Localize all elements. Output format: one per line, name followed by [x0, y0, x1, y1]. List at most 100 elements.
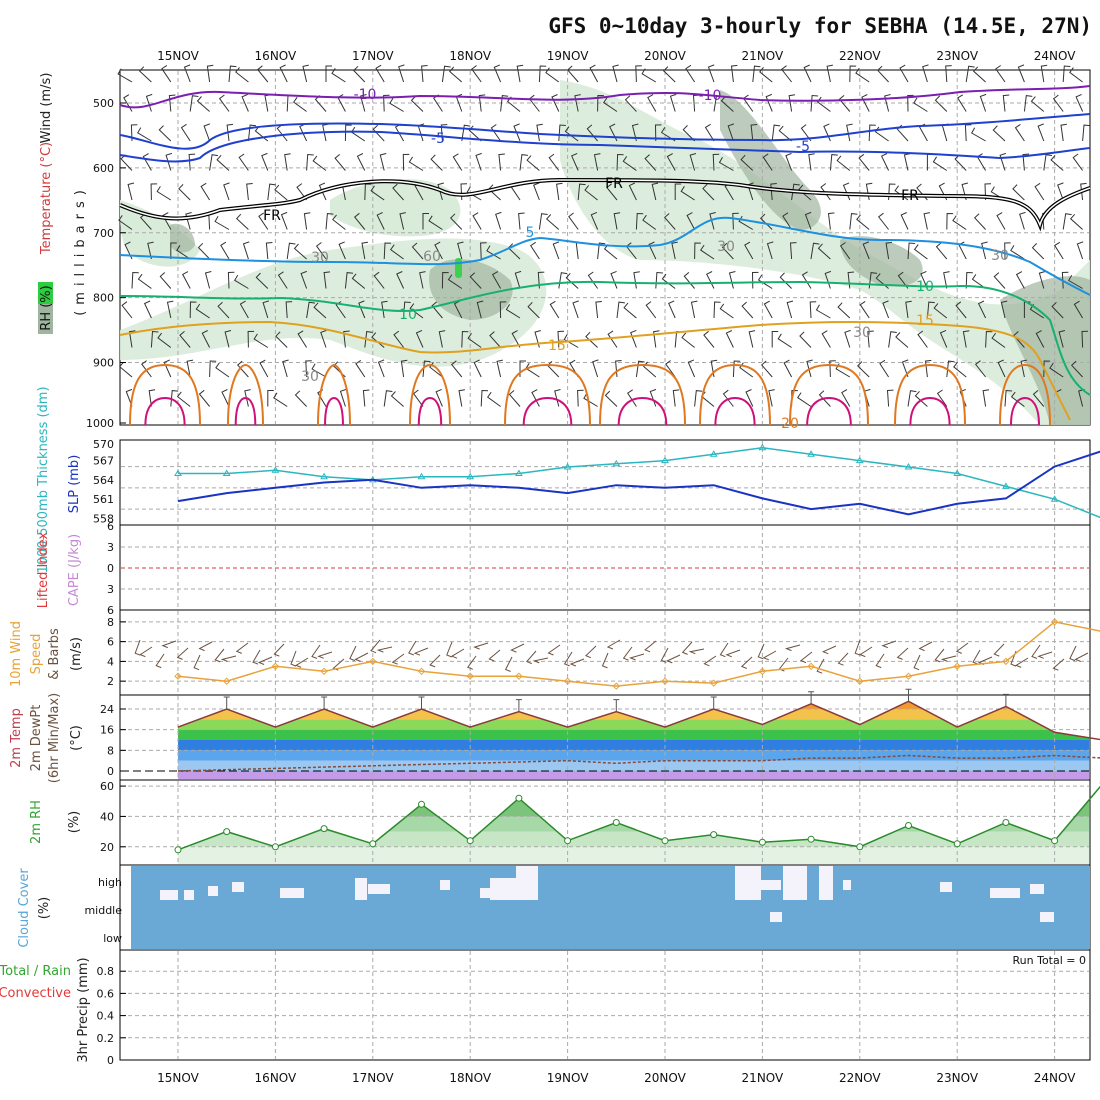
- wind-barb: [209, 360, 217, 378]
- wind-barb: [280, 211, 288, 230]
- date-label-top: 18NOV: [449, 49, 491, 63]
- date-label-top: 19NOV: [547, 49, 589, 63]
- pressure-ticks: 500 600 700 800 900 1000: [86, 97, 126, 430]
- wind-barb: [907, 390, 917, 407]
- wind-barb: [577, 389, 584, 407]
- wind-barb: [1076, 241, 1084, 260]
- wind-barb: [486, 245, 501, 260]
- wind-10m-barb: [332, 658, 345, 671]
- lifted-index-panel: 6 3 0 3 6 Lifted Index CAPE (J/kg): [36, 520, 1091, 617]
- wind-barb: [448, 66, 463, 83]
- wind-barb: [195, 303, 210, 319]
- temp-title: 2m Temp: [9, 708, 24, 768]
- wind-barb: [371, 332, 385, 348]
- cloud-gap: [1040, 912, 1054, 922]
- wind-barb: [818, 390, 831, 407]
- wind-barb: [757, 274, 773, 289]
- date-label-bottom: 18NOV: [449, 1071, 491, 1085]
- wind-barb: [917, 330, 928, 348]
- wind-barb: [862, 241, 870, 260]
- wind-barb: [145, 93, 153, 112]
- wind-barb: [422, 213, 429, 230]
- wind-barb: [1038, 271, 1046, 289]
- wind-barb: [224, 330, 232, 348]
- run-total: Run Total = 0: [1013, 954, 1087, 967]
- temp-band: [178, 750, 1089, 761]
- wind-barb: [707, 64, 715, 83]
- wind-barb: [888, 331, 897, 348]
- wind-barb: [965, 271, 973, 289]
- wind-barb: [352, 65, 366, 83]
- wind-barb: [296, 183, 307, 201]
- rh-shade-top: [330, 179, 461, 237]
- thickness-tick: 558: [93, 513, 114, 526]
- temp-max-marker: [710, 696, 717, 709]
- wind-barb: [311, 363, 327, 378]
- wind-barb: [595, 301, 602, 319]
- wind-barb: [1037, 123, 1045, 142]
- wind-barb: [669, 93, 677, 112]
- page-title: GFS 0~10day 3-hourly for SEBHA (14.5E, 2…: [548, 14, 1092, 38]
- wind-barb: [1062, 65, 1071, 83]
- wind-barb: [964, 124, 972, 142]
- wind-barb: [665, 360, 676, 378]
- wind-barb: [351, 273, 366, 289]
- wind-title-speed: Speed: [29, 634, 44, 675]
- wind-barb: [551, 94, 560, 112]
- thickness-tick: 570: [93, 438, 114, 451]
- wind-barb: [128, 330, 136, 348]
- wind-barb: [666, 153, 676, 171]
- wind-barb: [694, 242, 701, 260]
- wind-10m-barb: [875, 653, 885, 669]
- wind-barb: [179, 331, 191, 348]
- wind-barb: [305, 360, 312, 378]
- wind-10m-barb: [317, 651, 333, 659]
- wind-10m-barb: [660, 647, 669, 663]
- temp-band: [178, 771, 1089, 779]
- wind-barb: [279, 64, 288, 83]
- wind-barb: [760, 360, 773, 378]
- wind-10m-barb: [569, 658, 585, 667]
- wind-10m-barb: [918, 641, 933, 652]
- wind-barb: [739, 362, 754, 378]
- wind-barb: [770, 183, 777, 201]
- wind-barb: [277, 271, 288, 289]
- wind-barb: [642, 214, 657, 230]
- wind-barb: [648, 241, 657, 260]
- wind-barb: [178, 184, 191, 201]
- tick-label: 60: [100, 780, 114, 793]
- wind-barb: [168, 94, 176, 112]
- wind-barb: [491, 271, 502, 289]
- wind-barb: [876, 65, 889, 83]
- wind-barb: [829, 360, 836, 378]
- wind-barb: [603, 97, 618, 112]
- wind-barb: [1043, 360, 1051, 378]
- wind-barb: [430, 154, 443, 171]
- precip-title-convective: Convective: [0, 986, 71, 1001]
- wind-10m-barb: [584, 645, 597, 659]
- wind-barb: [458, 389, 465, 407]
- wind-barb: [466, 186, 482, 201]
- li-tick: 6: [107, 520, 114, 533]
- temp-band: [178, 719, 1089, 730]
- temp-line: [177, 700, 1100, 741]
- wind-10m-barb: [139, 646, 153, 658]
- wind-barb: [886, 389, 894, 407]
- wind-barb: [118, 361, 133, 378]
- wind-barb: [762, 153, 773, 171]
- rh-marker: [223, 828, 231, 836]
- wind-barb: [1049, 362, 1064, 378]
- cloud-gap: [440, 880, 450, 890]
- wind-barb: [334, 154, 346, 171]
- wind-barb: [653, 330, 660, 348]
- dewpt-title: 2m DewPt: [29, 705, 44, 772]
- wind-barb: [997, 359, 1006, 378]
- wind-barb: [977, 300, 987, 319]
- rh-marker: [418, 800, 425, 808]
- wind-barb: [519, 154, 528, 171]
- wind-barb: [131, 271, 139, 289]
- wind-barb: [972, 66, 986, 83]
- wind-barb: [662, 66, 676, 83]
- wind-barb: [159, 272, 172, 289]
- wind-barb: [685, 64, 696, 83]
